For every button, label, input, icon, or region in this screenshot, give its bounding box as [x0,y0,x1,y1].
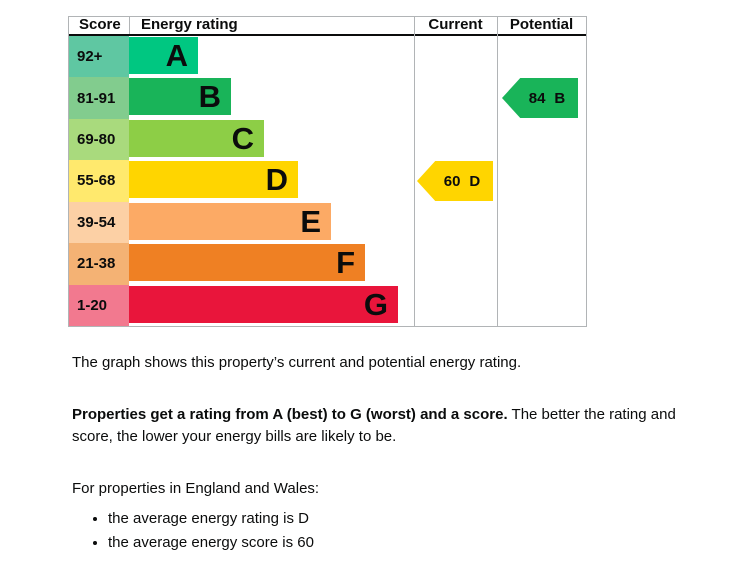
potential-column-divider [497,17,498,326]
band-row-f: 21-38 F [69,243,586,285]
explain-paragraph: Properties get a rating from A (best) to… [72,404,684,448]
band-bar-b: B [129,78,231,116]
potential-rating-arrow: 84 B [502,78,578,118]
band-bar-e: E [129,202,331,240]
band-bar-f: F [129,244,365,282]
current-band-letter: D [469,172,481,190]
band-bar-g: G [129,285,398,323]
potential-score-value: 84 [528,89,546,107]
score-range-a: 92+ [69,36,129,78]
band-bar-d: D [129,161,298,199]
score-range-f: 21-38 [69,243,129,285]
band-row-d: 55-68 D [69,160,586,202]
current-score-value: 60 [443,172,461,190]
score-column-divider [129,17,130,34]
column-header-current: Current [428,16,483,33]
explain-rest-sentence: The better the rating and score, the low… [72,406,676,445]
current-column-divider [414,17,415,326]
list-item-average-rating: the average energy rating is D [108,508,684,530]
score-range-b: 81-91 [69,77,129,119]
score-range-c: 69-80 [69,118,129,161]
band-row-b: 81-91 B [69,77,586,119]
column-header-potential: Potential [509,16,574,33]
chart-header-row: Score Energy rating Current Potential [69,17,586,36]
region-heading: For properties in England and Wales: [72,480,320,497]
column-header-score: Score [79,16,121,33]
chart-description: The graph shows this property’s current … [72,352,684,556]
chart-body: 92+ A 81-91 B 69-80 C 55-68 D 39-54 E 21… [69,36,586,326]
energy-rating-chart: Score Energy rating Current Potential 92… [68,16,587,327]
band-row-a: 92+ A [69,36,586,78]
explain-bold-sentence: Properties get a rating from A (best) to… [72,406,508,423]
band-row-g: 1-20 G [69,284,586,326]
list-item-average-score: the average energy score is 60 [108,532,684,554]
score-range-d: 55-68 [69,160,129,202]
potential-band-letter: B [554,89,566,107]
score-range-e: 39-54 [69,201,129,244]
band-row-c: 69-80 C [69,118,586,161]
current-rating-arrow: 60 D [417,161,493,201]
band-row-e: 39-54 E [69,201,586,244]
intro-paragraph: The graph shows this property’s current … [72,354,522,371]
column-header-energy-rating: Energy rating [141,16,238,33]
average-rating-list: the average energy rating is D the avera… [72,508,684,554]
score-range-g: 1-20 [69,284,129,326]
band-bar-c: C [129,119,264,157]
band-bar-a: A [129,37,198,74]
